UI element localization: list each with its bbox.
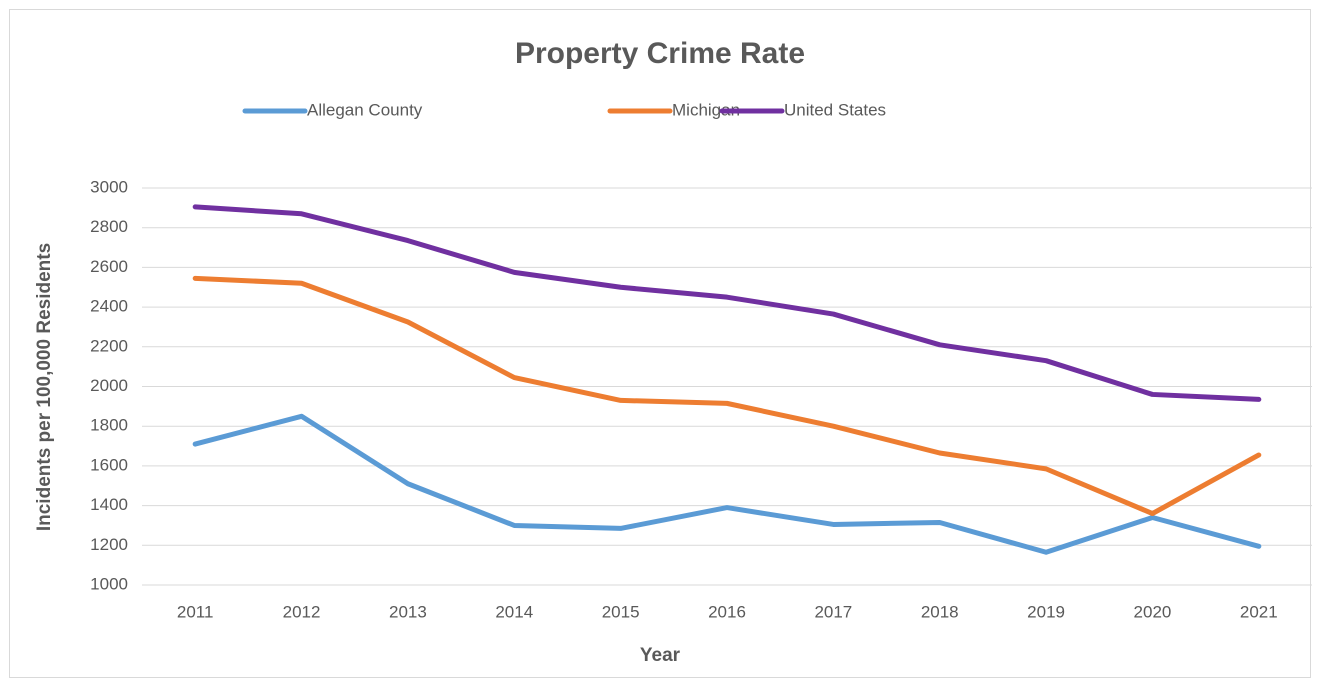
legend-label: Michigan — [672, 100, 740, 119]
series-line — [192, 204, 1262, 402]
y-tick-label: 2400 — [90, 297, 128, 316]
x-tick-label: 2015 — [602, 602, 640, 621]
x-tick-label: 2016 — [708, 602, 746, 621]
y-tick-label: 1400 — [90, 495, 128, 514]
x-tick-label: 2012 — [283, 602, 321, 621]
y-tick-label: 3000 — [90, 177, 128, 196]
x-tick-label: 2020 — [1134, 602, 1172, 621]
x-tick-label: 2018 — [921, 602, 959, 621]
x-tick-label: 2013 — [389, 602, 427, 621]
y-tick-label: 1200 — [90, 535, 128, 554]
x-tick-label: 2014 — [495, 602, 533, 621]
chart-border — [9, 9, 1311, 678]
y-tick-label: 2800 — [90, 217, 128, 236]
y-tick-label: 2200 — [90, 336, 128, 355]
x-tick-label: 2017 — [814, 602, 852, 621]
legend-label: United States — [784, 100, 886, 119]
legend-label: Allegan County — [307, 100, 423, 119]
x-axis-title: Year — [640, 645, 681, 666]
y-tick-label: 1600 — [90, 455, 128, 474]
chart-title: Property Crime Rate — [515, 37, 805, 70]
y-tick-label: 1800 — [90, 416, 128, 435]
x-tick-label: 2021 — [1240, 602, 1278, 621]
x-tick-label: 2019 — [1027, 602, 1065, 621]
series-line — [192, 413, 1262, 555]
y-tick-label: 2600 — [90, 257, 128, 276]
y-axis-title: Incidents per 100,000 Residents — [34, 243, 55, 531]
y-tick-label: 1000 — [90, 574, 128, 593]
y-tick-label: 2000 — [90, 376, 128, 395]
x-tick-label: 2011 — [177, 602, 214, 621]
series-line — [192, 275, 1262, 517]
